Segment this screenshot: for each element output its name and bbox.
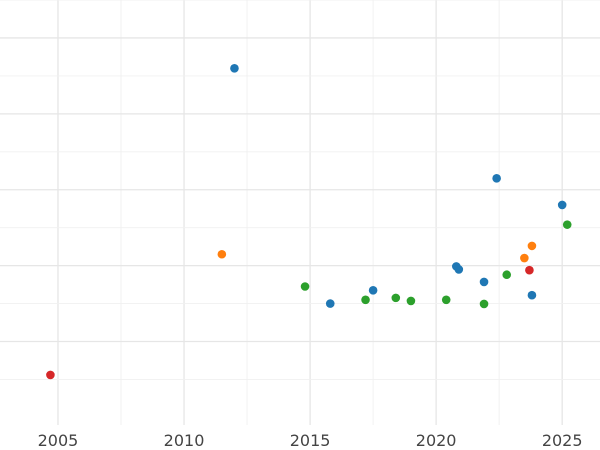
data-point-series-2-4 [441,295,451,305]
x-tick-label-2025: 2025 [542,431,583,450]
data-point-series-2-3 [406,296,416,306]
data-point-series-1-2 [527,241,537,251]
data-point-series-2-6 [502,270,512,280]
data-point-series-2-5 [479,299,489,309]
data-point-series-2-2 [391,293,401,303]
data-point-series-2-0 [300,282,310,291]
data-point-series-0-4 [454,265,464,274]
data-point-series-1-1 [520,253,529,263]
x-tick-label-2010: 2010 [164,431,205,450]
x-tick-label-2020: 2020 [416,431,457,450]
data-point-series-0-8 [557,200,567,210]
data-point-series-2-7 [562,220,572,229]
data-point-series-1-0 [217,249,227,259]
data-point-series-0-1 [325,299,335,308]
x-tick-label-2005: 2005 [38,431,79,450]
data-point-series-0-7 [527,290,537,300]
data-point-series-0-6 [492,174,501,183]
data-point-series-3-1 [525,265,534,275]
data-point-series-0-0 [230,64,239,73]
x-tick-label-2015: 2015 [290,431,331,450]
data-point-series-2-1 [361,295,370,305]
data-point-series-3-0 [46,370,55,380]
grid [0,0,600,425]
data-points [46,64,572,380]
x-tick-labels: 2005 2010 2015 2020 2025 [38,431,583,450]
data-point-series-0-5 [479,277,489,287]
data-point-series-0-2 [368,285,378,295]
